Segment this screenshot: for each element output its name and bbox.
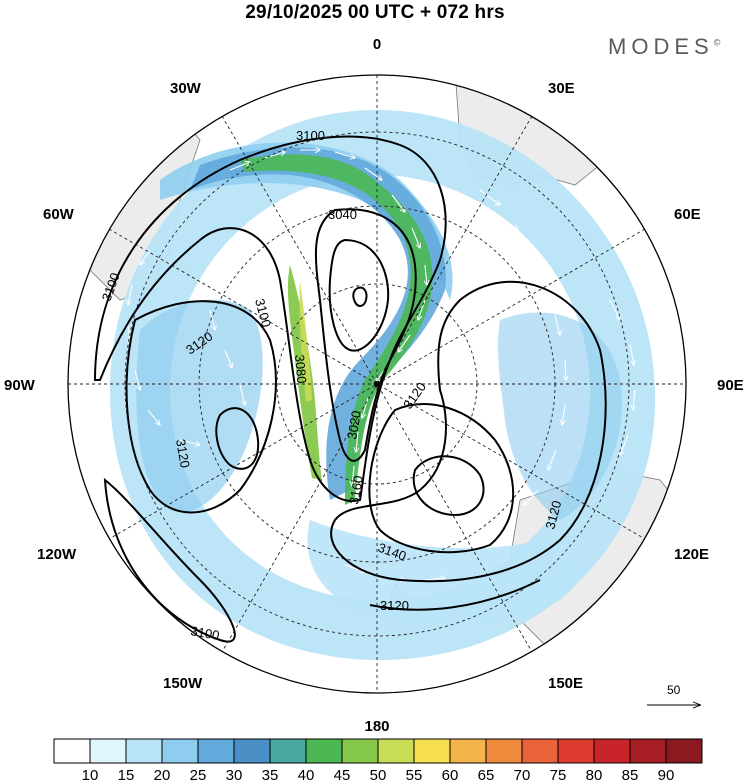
lon-label-180: 180: [364, 718, 389, 735]
colorbar-swatch: [341, 738, 379, 764]
colorbar-tick-label: 55: [406, 767, 423, 782]
lon-label-120e: 120E: [674, 546, 709, 563]
lon-label-120w: 120W: [37, 546, 77, 563]
colorbar-swatch: [593, 738, 631, 764]
colorbar-tick-label: 75: [550, 767, 567, 782]
contour-label: 3100: [252, 297, 274, 329]
contour-label: 3100: [189, 623, 220, 643]
colorbar-tick-label: 90: [658, 767, 675, 782]
colorbar-swatch: [269, 738, 307, 764]
colorbar-swatch: [377, 738, 415, 764]
modes-logo: MODES©: [608, 34, 720, 60]
colorbar-swatch: [629, 738, 667, 764]
colorbar-swatch: [197, 738, 235, 764]
colorbar-swatch: [233, 738, 271, 764]
map-border: [67, 74, 687, 694]
colorbar-swatch: [557, 738, 595, 764]
colorbar-tick-label: 40: [298, 767, 315, 782]
colorbar-tick-label: 25: [190, 767, 207, 782]
colorbar-tick-label: 60: [442, 767, 459, 782]
colorbar-swatch: [665, 738, 703, 764]
colorbar-swatch: [449, 738, 487, 764]
colorbar-tick-label: 65: [478, 767, 495, 782]
wind-scale-label: 50: [667, 683, 681, 697]
colorbar-swatch: [53, 738, 91, 764]
colorbar-tick-label: 10: [82, 767, 99, 782]
colorbar-tick-label: 85: [622, 767, 639, 782]
colorbar-ticks: 10 15 20 25 30 35 40 45 50 55 60 65 70 75 80 85 90: [82, 767, 675, 782]
map-title: 29/10/2025 00 UTC + 072 hrs: [245, 2, 505, 23]
wind-vectors: [128, 150, 635, 580]
contour-label: 3120: [380, 598, 409, 613]
copyright-mark: ©: [713, 37, 721, 48]
colorbar-tick-label: 80: [586, 767, 603, 782]
colorbar-swatch: [89, 738, 127, 764]
southern-band: [307, 520, 582, 624]
east-band: [497, 312, 622, 520]
colorbar-tick-label: 15: [118, 767, 135, 782]
pole-dot: [374, 381, 380, 387]
contour-label: 3120: [542, 499, 564, 531]
lon-label-0: 0: [373, 36, 381, 53]
colorbar-swatch: [413, 738, 451, 764]
lon-label-90w: 90W: [4, 377, 36, 394]
colorbar-tick-label: 30: [226, 767, 243, 782]
wind-shading: [110, 110, 656, 660]
lon-label-60w: 60W: [43, 206, 75, 223]
contour-label: 3040: [328, 207, 357, 222]
contour-label: 3120: [173, 438, 193, 469]
colorbar-tick-label: 35: [262, 767, 279, 782]
colorbar-swatch: [485, 738, 523, 764]
lon-label-30w: 30W: [170, 80, 202, 97]
height-contours: [93, 135, 607, 643]
colorbar-swatch: [305, 738, 343, 764]
brand-text: MODES: [608, 34, 714, 59]
lon-label-60e: 60E: [674, 206, 701, 223]
colorbar-swatch: [161, 738, 199, 764]
contour-label: 3100: [296, 128, 325, 143]
lon-label-30e: 30E: [548, 80, 575, 97]
longitude-labels: 0 30E 60E 90E 120E 150E 180 150W 120W 90…: [4, 36, 744, 735]
lon-label-150w: 150W: [163, 675, 203, 692]
colorbar-tick-label: 45: [334, 767, 351, 782]
colorbar-swatch: [521, 738, 559, 764]
lon-label-150e: 150E: [548, 675, 583, 692]
west-band: [136, 299, 263, 513]
colorbar-tick-label: 20: [154, 767, 171, 782]
lon-label-90e: 90E: [717, 377, 744, 394]
contour-label: 3080: [292, 354, 309, 384]
colorbar: [53, 738, 703, 764]
jet-core-blue: [190, 147, 446, 500]
contour-label: 3020: [344, 409, 364, 440]
contour-label: 3160: [346, 474, 366, 505]
colorbar-tick-label: 50: [370, 767, 387, 782]
colorbar-tick-label: 70: [514, 767, 531, 782]
colorbar-swatch: [125, 738, 163, 764]
jet-core-yellow-right: [299, 280, 312, 402]
